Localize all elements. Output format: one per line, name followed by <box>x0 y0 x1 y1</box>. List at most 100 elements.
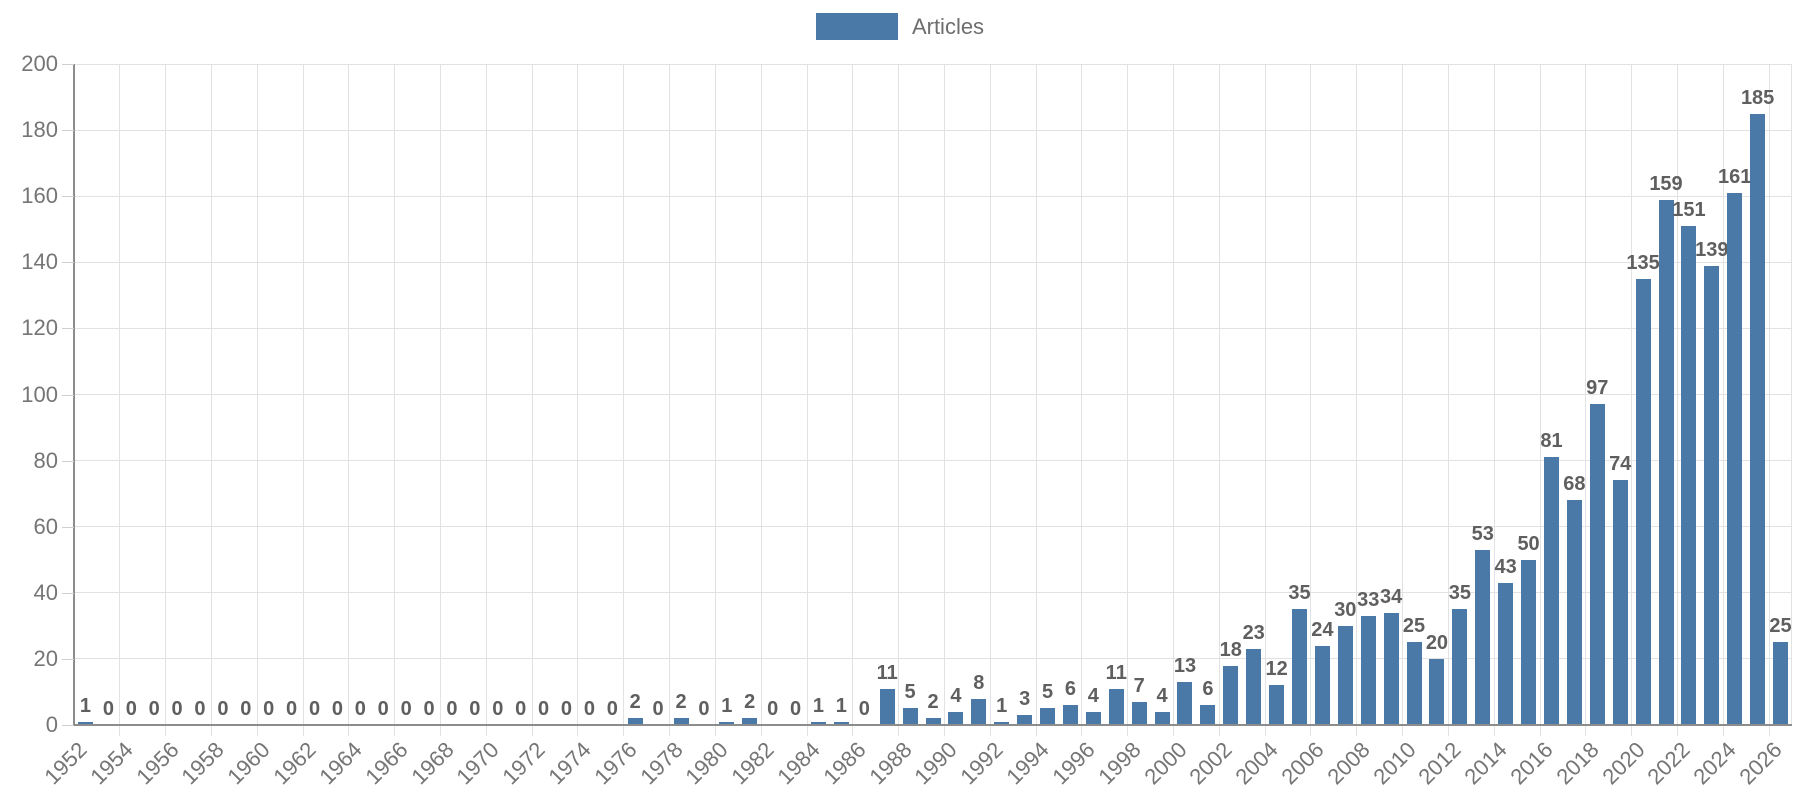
bar-value-label: 5 <box>904 681 916 704</box>
gridline-vertical <box>1585 64 1587 736</box>
y-tick-label: 0 <box>45 712 58 737</box>
bar-2010[interactable] <box>1406 642 1422 725</box>
bar-value-label: 0 <box>652 698 664 720</box>
bar-2019[interactable] <box>1612 480 1628 725</box>
bar-2007[interactable] <box>1337 625 1353 725</box>
y-tick-label: 80 <box>33 447 58 473</box>
bar-2001[interactable] <box>1200 705 1216 725</box>
bar-2009[interactable] <box>1383 612 1399 725</box>
bar-value-label: 1 <box>79 694 92 717</box>
bar-value-label: 0 <box>377 698 389 720</box>
bar-value-label: 6 <box>1202 678 1214 701</box>
bar-1981[interactable] <box>742 718 758 725</box>
bar-value-label: 35 <box>1448 582 1471 605</box>
y-axis-line <box>73 64 75 725</box>
bar-value-label: 4 <box>950 684 962 707</box>
bar-value-label: 0 <box>515 698 527 720</box>
y-tick-label: 60 <box>33 513 58 539</box>
bar-2006[interactable] <box>1314 645 1330 725</box>
bar-value-label: 97 <box>1586 377 1609 400</box>
bar-2022[interactable] <box>1681 225 1697 725</box>
bar-value-label: 1 <box>835 694 847 717</box>
bar-1987[interactable] <box>879 688 895 725</box>
bar-1985[interactable] <box>833 721 849 725</box>
gridline-vertical <box>760 64 762 736</box>
bar-2008[interactable] <box>1360 615 1376 725</box>
bar-value-label: 0 <box>286 698 298 720</box>
gridline-vertical <box>1402 64 1404 736</box>
gridline-vertical <box>1676 64 1678 736</box>
bar-2024[interactable] <box>1727 192 1743 725</box>
y-tick-label: 40 <box>33 579 58 605</box>
bar-1952[interactable] <box>77 721 93 725</box>
bar-2021[interactable] <box>1658 199 1674 725</box>
gridline-vertical <box>485 64 487 736</box>
legend-label: Articles <box>911 13 985 39</box>
bar-1990[interactable] <box>948 711 964 725</box>
bar-1976[interactable] <box>627 718 643 725</box>
legend: Articles <box>0 13 1800 40</box>
y-tick-mark <box>62 262 74 264</box>
bar-value-label: 34 <box>1380 585 1403 608</box>
gridline-horizontal <box>74 460 1792 462</box>
bar-value-label: 53 <box>1471 522 1494 545</box>
gridline-vertical <box>623 64 625 736</box>
plot-area: 1 0 0 0 0 0 0 0 0 0 0 0 0 0 0 0 0 0 0 0 0 0 0 0 2 0 2 0 1 2 0 0 1 1 0 11 5 2 4… <box>73 63 1792 736</box>
bar-2026[interactable] <box>1773 642 1789 725</box>
bar-2012[interactable] <box>1452 609 1468 725</box>
y-tick-mark <box>62 196 74 198</box>
bar-2020[interactable] <box>1635 278 1651 725</box>
bar-1999[interactable] <box>1154 711 1170 725</box>
bar-2000[interactable] <box>1177 682 1193 725</box>
bar-1978[interactable] <box>673 718 689 725</box>
bar-1984[interactable] <box>810 721 826 725</box>
gridline-vertical <box>577 64 579 736</box>
bar-2004[interactable] <box>1269 685 1285 725</box>
y-tick-mark <box>62 526 74 528</box>
bar-1996[interactable] <box>1085 711 1101 725</box>
bar-2017[interactable] <box>1566 500 1582 725</box>
bar-value-label: 3 <box>1019 688 1031 711</box>
bar-value-label: 2 <box>927 691 939 714</box>
bar-1993[interactable] <box>1017 715 1033 725</box>
bar-2018[interactable] <box>1589 404 1605 725</box>
bar-2016[interactable] <box>1543 457 1559 725</box>
bar-1988[interactable] <box>902 708 918 725</box>
gridline-horizontal <box>74 592 1792 594</box>
bar-value-label: 0 <box>263 698 275 720</box>
y-tick-mark <box>62 725 74 726</box>
bar-2005[interactable] <box>1292 609 1307 725</box>
bar-1991[interactable] <box>971 698 987 725</box>
y-tick-mark <box>62 328 74 330</box>
bar-value-label: 7 <box>1133 674 1145 697</box>
bar-1989[interactable] <box>925 718 941 725</box>
legend-item-articles[interactable]: Articles <box>815 13 985 40</box>
bar-2002[interactable] <box>1223 665 1239 725</box>
bar-value-label: 135 <box>1626 251 1660 274</box>
bar-1995[interactable] <box>1062 705 1078 725</box>
bar-1998[interactable] <box>1131 701 1147 725</box>
gridline-vertical <box>165 64 167 736</box>
bar-2003[interactable] <box>1246 648 1262 725</box>
bar-1980[interactable] <box>719 721 735 725</box>
bar-value-label: 25 <box>1402 615 1426 638</box>
bar-1994[interactable] <box>1040 708 1056 725</box>
bar-value-label: 25 <box>1769 615 1792 638</box>
bar-1992[interactable] <box>994 721 1010 725</box>
bar-value-label: 0 <box>331 698 343 720</box>
gridline-horizontal <box>74 195 1792 197</box>
bar-2023[interactable] <box>1704 265 1720 725</box>
gridline-vertical <box>806 64 808 736</box>
bar-2014[interactable] <box>1498 582 1514 725</box>
bar-1997[interactable] <box>1108 688 1124 725</box>
gridline-vertical <box>1768 64 1770 736</box>
bar-2013[interactable] <box>1475 549 1491 725</box>
bar-2015[interactable] <box>1521 559 1537 725</box>
gridline-vertical <box>440 64 441 736</box>
bar-value-label: 18 <box>1219 638 1242 661</box>
y-tick-label: 160 <box>21 183 58 209</box>
bar-2011[interactable] <box>1429 658 1445 725</box>
bar-2025[interactable] <box>1750 113 1766 725</box>
bar-value-label: 0 <box>354 698 366 720</box>
